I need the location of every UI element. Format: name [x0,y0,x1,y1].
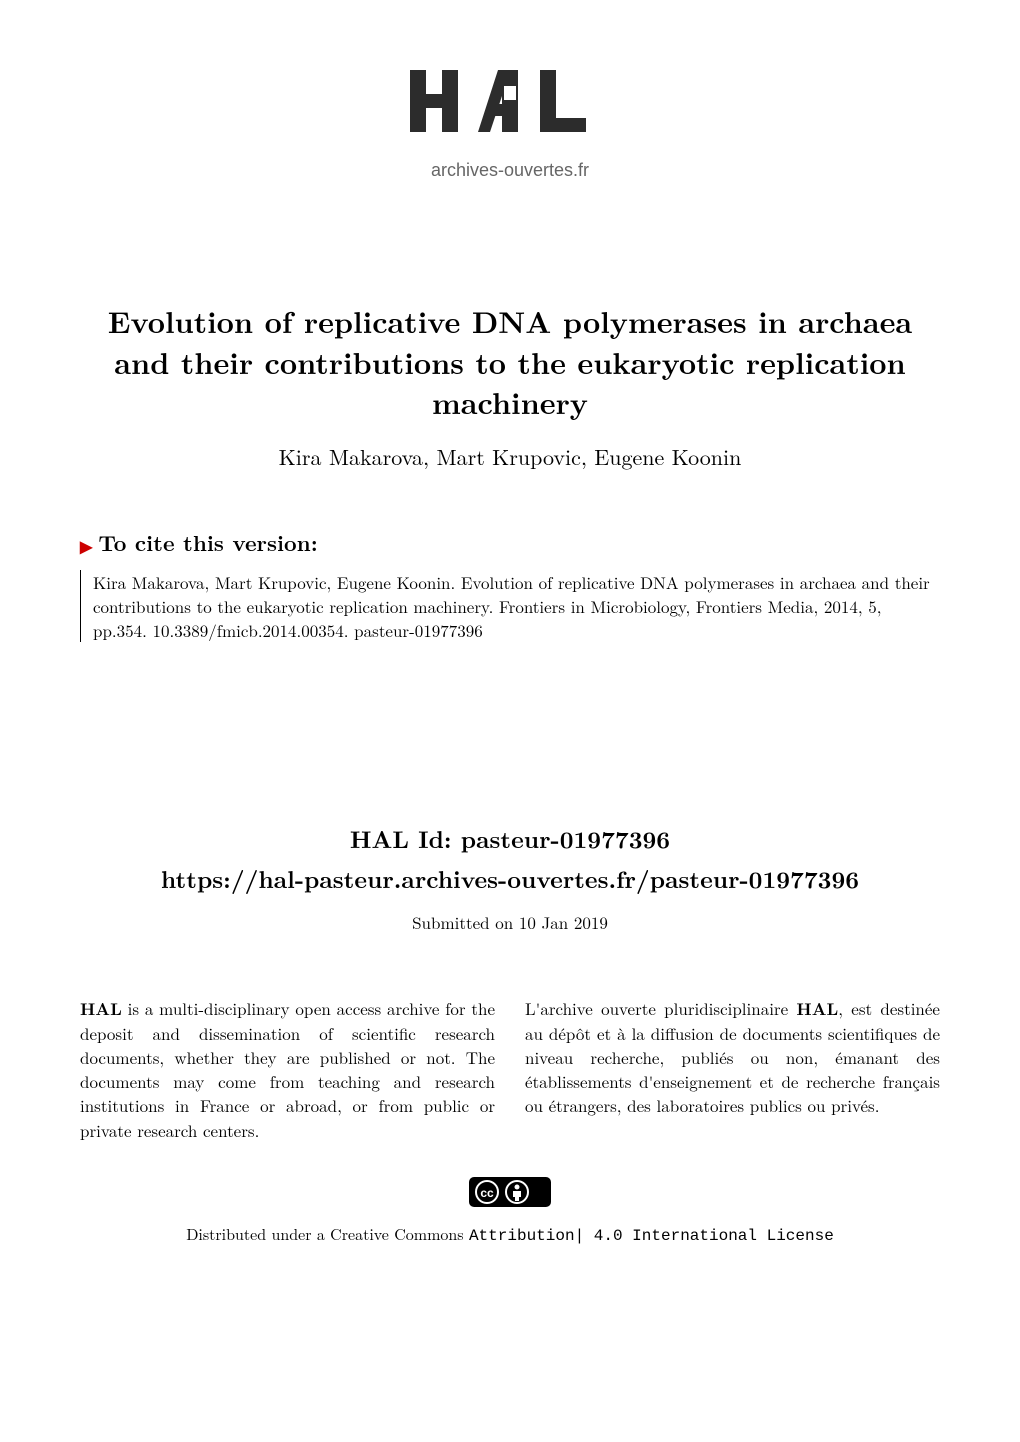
footer: cc Distributed under a Creative Commons … [0,1177,1020,1245]
hal-id-section: HAL Id: pasteur-01977396 https://hal-pas… [0,822,1020,934]
cite-header-text: To cite this version: [98,527,317,558]
cc-by-icon: cc [469,1177,551,1207]
hal-url: https://hal-pasteur.archives-ouvertes.fr… [0,862,1020,896]
cc-by-badge: cc [469,1177,551,1212]
hal-id-label: HAL Id: pasteur-01977396 [0,822,1020,856]
authors-line: Kira Makarova, Mart Krupovic, Eugene Koo… [90,441,930,472]
hal-logo: archives-ouvertes.fr [400,60,620,181]
column-right: L'archive ouverte pluridisciplinaire HAL… [525,996,940,1142]
col-right-pre: L'archive ouverte pluridisciplinaire [525,996,796,1020]
license-link-text: Attribution| 4.0 International License [469,1227,834,1245]
cite-header: ▶ To cite this version: [80,527,940,558]
title-section: Evolution of replicative DNA polymerases… [0,301,1020,472]
hal-logo-block: archives-ouvertes.fr [0,0,1020,211]
cite-section: ▶ To cite this version: Kira Makarova, Ma… [0,527,1020,642]
col-left-text: is a multi-disciplinary open access arch… [80,996,495,1142]
submitted-date: Submitted on 10 Jan 2019 [0,910,1020,934]
svg-text:cc: cc [480,1186,494,1200]
license-line: Distributed under a Creative Commons Att… [0,1222,1020,1245]
logo-url-text: archives-ouvertes.fr [400,160,620,181]
citation-text: Kira Makarova, Mart Krupovic, Eugene Koo… [80,570,940,642]
license-prefix: Distributed under a Creative Commons [186,1222,469,1245]
triangle-icon: ▶ [80,534,92,557]
col-left-bold: HAL [80,997,122,1021]
hal-logo-svg [400,60,620,160]
paper-title: Evolution of replicative DNA polymerases… [90,301,930,423]
description-columns: HAL is a multi-disciplinary open access … [0,996,1020,1142]
col-right-bold: HAL [796,997,838,1021]
column-left: HAL is a multi-disciplinary open access … [80,996,495,1142]
